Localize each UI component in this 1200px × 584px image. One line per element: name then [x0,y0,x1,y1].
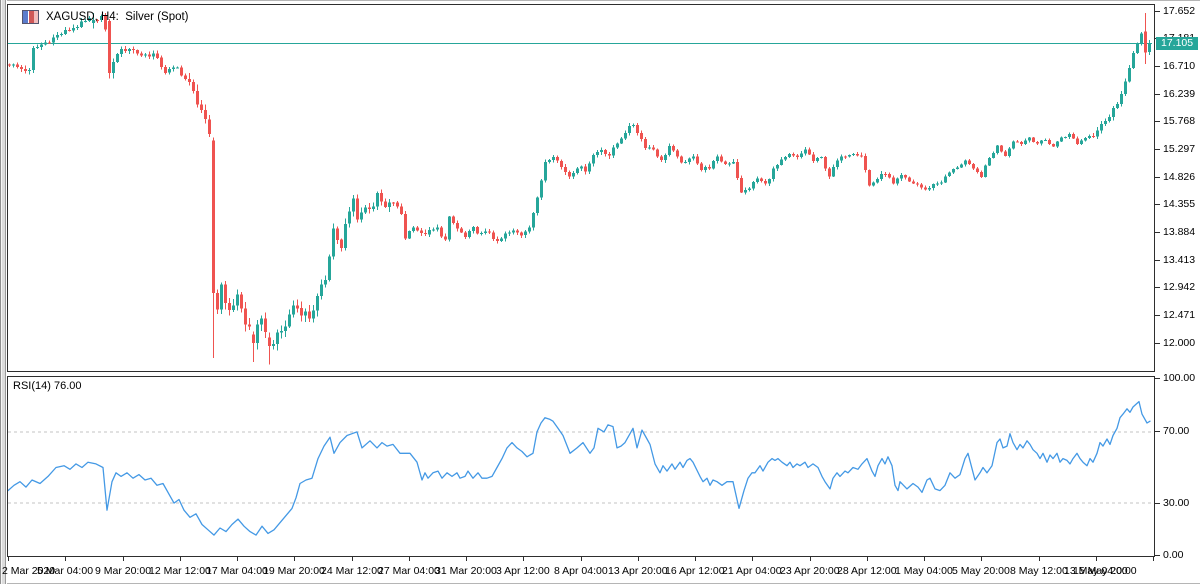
time-axis-label: 5 May 20:00 [952,565,1010,577]
time-axis-tick [867,557,868,561]
time-axis-tick [1096,557,1097,561]
rsi-axis-label: 30.00 [1163,497,1190,509]
time-axis-label: 13 May 04:00 [1064,565,1128,577]
price-axis-label: 12.942 [1163,281,1196,293]
time-axis-tick [810,557,811,561]
time-axis-tick [466,557,467,561]
price-axis-label: 13.884 [1163,226,1196,238]
time-axis-tick [352,557,353,561]
price-axis-tick [1155,66,1160,67]
price-axis-tick [1155,177,1160,178]
time-axis-tick [1039,557,1040,561]
time-axis-tick [981,557,982,561]
time-axis-tick [523,557,524,561]
time-axis-label: 13 Apr 20:00 [608,565,668,577]
rsi-axis-tick [1155,431,1160,432]
price-axis-label: 15.297 [1163,143,1196,155]
chart-title: XAGUSD, H4: Silver (Spot) [46,11,189,23]
time-axis-label: 12 Mar 12:00 [149,565,211,577]
rsi-axis-tick [1155,378,1160,379]
price-axis-tick [1155,121,1160,122]
price-axis-label: 12.471 [1163,309,1196,321]
time-axis-tick [752,557,753,561]
time-axis-tick [1153,557,1154,561]
rsi-axis-label: 0.00 [1163,549,1184,561]
price-chart-canvas[interactable] [8,5,1152,369]
time-axis-label: 1 May 04:00 [895,565,953,577]
time-axis-tick [237,557,238,561]
rsi-axis-label: 100.00 [1163,372,1196,384]
price-axis-label: 17.652 [1163,5,1196,17]
price-axis-label: 16.710 [1163,60,1196,72]
time-axis-label: 16 Apr 12:00 [665,565,725,577]
chart-window-icon [22,10,39,24]
rsi-axis-tick [1155,503,1160,504]
time-axis-tick [65,557,66,561]
price-axis-tick [1155,11,1160,12]
time-axis-label: 9 Mar 20:00 [95,565,152,577]
price-axis-label: 14.355 [1163,198,1196,210]
window-frame-left [0,0,7,584]
price-axis-tick [1155,94,1160,95]
rsi-indicator-panel[interactable]: RSI(14) 76.00 [7,376,1155,557]
price-axis-tick [1155,315,1160,316]
rsi-chart-canvas[interactable] [8,377,1152,554]
price-axis-label: 16.239 [1163,88,1196,100]
time-axis-tick [123,557,124,561]
price-chart-panel[interactable]: XAGUSD, H4: Silver (Spot) [7,4,1155,372]
time-axis-label: 28 Apr 12:00 [837,565,897,577]
time-axis-label: 27 Mar 04:00 [378,565,440,577]
price-axis-label: 14.826 [1163,171,1196,183]
time-axis-tick [180,557,181,561]
time-axis-tick [409,557,410,561]
time-axis-label: 19 Mar 20:00 [263,565,325,577]
time-axis-label: 2 Mar 2020 [2,565,56,577]
rsi-indicator-label: RSI(14) 76.00 [13,380,82,392]
time-axis-tick [924,557,925,561]
time-axis-label: 3 Apr 12:00 [496,565,550,577]
time-axis-label: 31 Mar 20:00 [435,565,497,577]
price-axis-tick [1155,232,1160,233]
time-axis-label: 23 Apr 20:00 [780,565,840,577]
time-axis-label: 8 May 12:00 [1010,565,1068,577]
time-axis-label: 8 Apr 04:00 [554,565,608,577]
time-axis-label: 21 Apr 04:00 [722,565,782,577]
time-axis-label: 5 Mar 04:00 [37,565,94,577]
price-axis-tick [1155,343,1160,344]
price-axis-label: 13.413 [1163,254,1196,266]
time-axis-tick [8,557,9,561]
chart-titlebar: XAGUSD, H4: Silver (Spot) [22,9,189,25]
price-axis-label: 15.768 [1163,115,1196,127]
time-axis-label: 17 Mar 04:00 [206,565,268,577]
time-axis-label: 24 Mar 12:00 [321,565,383,577]
time-axis-tick [294,557,295,561]
current-price-tag: 17.105 [1156,37,1198,50]
price-axis-tick [1155,149,1160,150]
window-frame-top [0,0,1200,1]
price-axis-tick [1155,204,1160,205]
price-axis-tick [1155,260,1160,261]
time-axis-tick [638,557,639,561]
rsi-axis-label: 70.00 [1163,425,1190,437]
time-axis-tick [581,557,582,561]
price-axis-tick [1155,287,1160,288]
time-axis-tick [695,557,696,561]
time-axis-label: 15 May 20:00 [1073,565,1137,577]
price-axis-label: 12.000 [1163,337,1196,349]
rsi-axis-tick [1155,555,1160,556]
